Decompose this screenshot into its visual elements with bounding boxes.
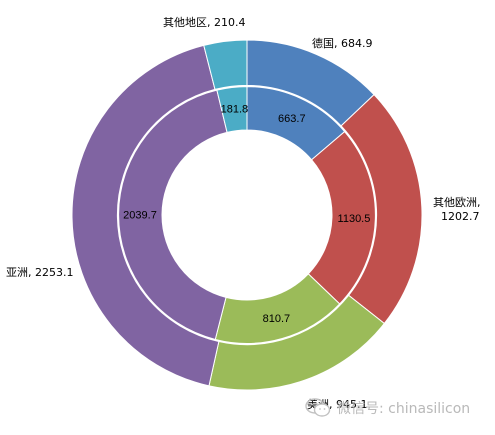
watermark-text: 微信号: chinasilicon <box>337 401 471 417</box>
inner-label-other-regions: 181.8 <box>221 104 249 116</box>
outer-label-asia: 亚洲, 2253.1 <box>6 266 73 279</box>
inner-label-asia: 2039.7 <box>123 209 157 221</box>
watermark: 微信号: chinasilicon <box>305 398 470 418</box>
wechat-icon <box>305 398 331 417</box>
outer-slice-asia <box>71 44 220 387</box>
inner-ring <box>118 86 376 344</box>
inner-data-labels: 663.7 1130.5 810.7 2039.7 181.8 <box>123 104 370 325</box>
outer-ring <box>71 39 423 391</box>
inner-slice-other-regions <box>216 86 248 133</box>
inner-label-americas: 810.7 <box>263 313 291 325</box>
outer-label-germany: 德国, 684.9 <box>312 36 372 50</box>
inner-label-other-europe: 1130.5 <box>338 213 371 225</box>
inner-label-germany: 663.7 <box>278 113 306 125</box>
outer-slice-other-regions <box>203 39 248 91</box>
inner-slice-asia <box>118 89 228 341</box>
outer-label-other-regions: 其他地区, 210.4 <box>163 16 245 29</box>
outer-label-other-europe: 其他欧洲, 1202.7 <box>433 196 481 223</box>
